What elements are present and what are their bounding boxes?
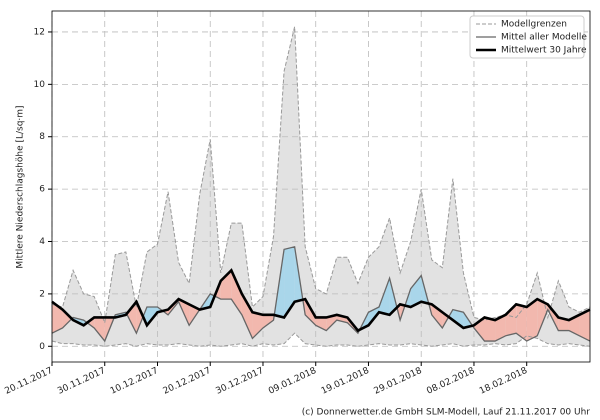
legend-box: [469, 15, 585, 59]
difference-fill: [526, 299, 538, 342]
difference-fill: [516, 304, 527, 342]
range-line: [51, 26, 591, 325]
x-tick-label: 20.11.2017: [3, 366, 54, 397]
difference-fill: [136, 301, 144, 334]
y-tick-label: 4: [39, 237, 45, 247]
difference-fill: [379, 278, 390, 315]
series-line: [51, 268, 591, 333]
legend-label: Modellgrenzen: [501, 20, 567, 30]
difference-fill: [452, 309, 464, 328]
difference-fill: [52, 301, 63, 334]
difference-fill: [262, 314, 274, 328]
y-tick-label: 12: [34, 27, 45, 37]
y-tick-label: 10: [34, 80, 46, 90]
x-tick-label: 08.02.2018: [425, 366, 476, 397]
range-band: [52, 26, 590, 347]
x-tick-label: 09.01.2018: [267, 366, 318, 397]
difference-fill: [484, 317, 496, 342]
x-tick-label: 10.12.2017: [109, 366, 160, 397]
x-tick-label: 19.01.2018: [320, 366, 371, 397]
y-axis-label: Mittlere Niederschlagshöhe [L/sq·m]: [16, 105, 26, 268]
plot-frame: [51, 10, 591, 363]
y-tick-label: 0: [39, 342, 45, 352]
y-tick-label: 8: [39, 132, 45, 142]
difference-fill: [252, 312, 263, 339]
difference-fill: [284, 246, 295, 318]
y-tick-label: 6: [39, 185, 45, 195]
x-tick-label: 18.02.2018: [478, 366, 529, 397]
difference-fill: [410, 275, 422, 307]
series-line: [51, 245, 591, 343]
footer: (c) Donnerwetter.de GmbH SLM-Modell, Lau…: [302, 408, 591, 418]
difference-fill: [473, 317, 485, 342]
difference-fill: [94, 317, 105, 342]
x-tick-label: 30.11.2017: [56, 366, 107, 397]
y-tick-label: 2: [39, 289, 45, 299]
difference-fill: [495, 314, 506, 342]
x-tick-label: 29.01.2018: [373, 366, 424, 397]
legend-label: Mittel aller Modelle: [501, 33, 587, 43]
difference-fill: [579, 309, 590, 342]
difference-fill: [326, 314, 337, 331]
difference-fill: [62, 309, 72, 328]
x-tick-label: 20.12.2017: [162, 366, 213, 397]
legend-label: Mittelwert 30 Jahre: [501, 46, 587, 56]
x-tick-label: 30.12.2017: [214, 366, 265, 397]
difference-fill: [126, 301, 137, 334]
difference-fill: [231, 270, 242, 315]
difference-fill: [315, 317, 327, 331]
difference-fill: [241, 293, 253, 339]
difference-fill: [220, 270, 232, 300]
difference-fill: [431, 304, 443, 328]
range-line: [51, 332, 591, 347]
